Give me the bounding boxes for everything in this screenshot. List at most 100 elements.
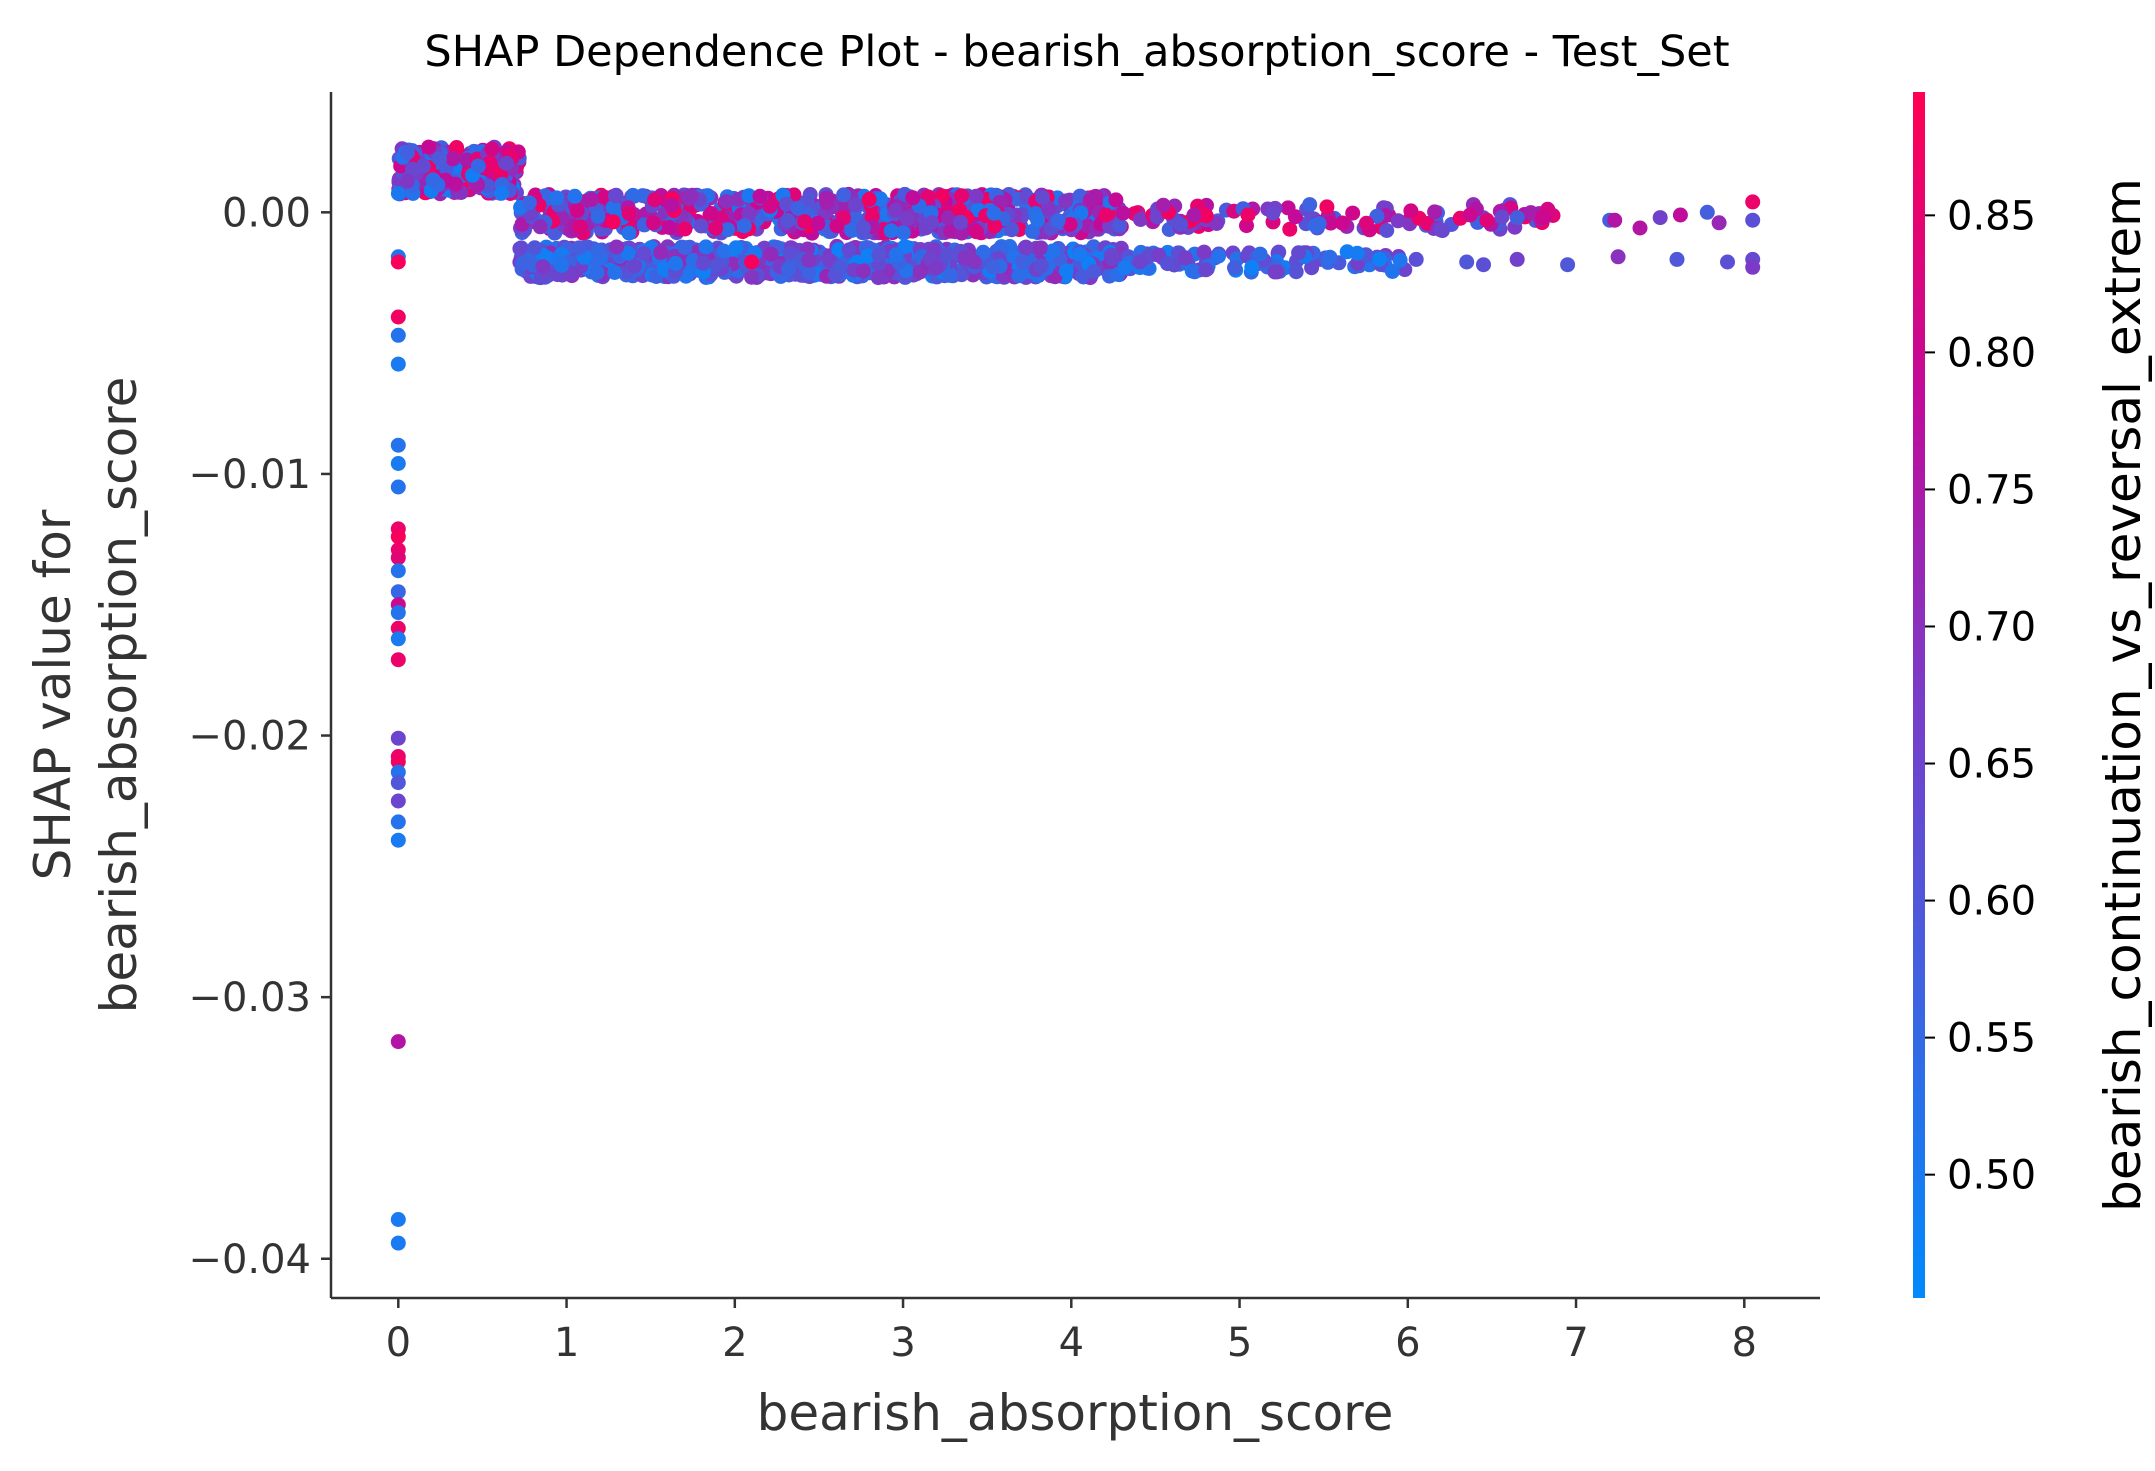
data-point: [590, 208, 606, 224]
data-point: [390, 327, 406, 343]
x-tick-label: 3: [890, 1320, 915, 1366]
data-point: [1307, 217, 1323, 233]
data-point: [512, 241, 528, 257]
data-point: [1720, 254, 1735, 270]
data-point: [831, 242, 847, 258]
data-point: [780, 213, 796, 228]
data-point: [390, 584, 406, 600]
data-point: [390, 437, 406, 453]
data-point: [1132, 254, 1148, 270]
data-point: [482, 155, 498, 171]
data-point: [1509, 251, 1525, 267]
data-point: [390, 730, 406, 746]
data-point: [1186, 207, 1202, 223]
colorbar-ticks: 0.50 0.55 0.60 0.65 0.70 0.75 0.80 0.85: [1925, 193, 2036, 1199]
data-point: [621, 205, 637, 221]
data-point: [636, 245, 652, 261]
colorbar-tick-label: 0.60: [1947, 879, 2036, 925]
data-point: [1062, 217, 1078, 232]
data-point: [390, 793, 406, 809]
data-point: [390, 1235, 406, 1251]
data-point: [645, 215, 661, 231]
data-point: [609, 239, 624, 255]
data-point: [1349, 245, 1365, 261]
data-point: [939, 247, 955, 262]
colorbar-tick-label: 0.85: [1947, 193, 2036, 239]
data-point: [400, 145, 415, 160]
data-point: [844, 222, 860, 238]
data-point: [1427, 204, 1443, 220]
colorbar-tick-label: 0.55: [1947, 1016, 2036, 1062]
data-point: [975, 244, 991, 260]
data-point: [390, 254, 406, 270]
data-point: [1098, 207, 1114, 223]
data-point: [571, 240, 587, 256]
data-point: [1045, 243, 1061, 259]
y-tick-label: −0.03: [188, 975, 311, 1021]
data-point: [1075, 268, 1091, 284]
data-point: [752, 188, 768, 204]
data-point: [716, 243, 732, 259]
data-point: [647, 192, 663, 208]
data-point: [801, 265, 817, 280]
data-point: [781, 261, 797, 277]
x-tick-label: 1: [554, 1320, 579, 1366]
data-point: [521, 195, 537, 211]
data-point: [819, 190, 834, 206]
data-point: [390, 814, 406, 830]
data-point: [1459, 254, 1475, 270]
data-point: [549, 190, 565, 206]
data-point: [1133, 212, 1148, 227]
data-point: [1035, 190, 1051, 205]
data-point: [445, 151, 461, 167]
x-tick-label: 8: [1732, 1320, 1757, 1366]
y-tick-label: 0.00: [222, 190, 311, 236]
data-point: [1288, 264, 1304, 280]
data-point: [390, 563, 406, 579]
data-point: [883, 223, 899, 239]
data-point: [1104, 251, 1120, 267]
data-point: [703, 206, 719, 221]
scatter-points: [390, 139, 1761, 1251]
data-point: [797, 214, 813, 230]
data-point: [1462, 207, 1478, 223]
data-point: [1282, 221, 1298, 237]
data-point: [1345, 205, 1361, 221]
data-point: [1108, 192, 1124, 208]
data-point: [855, 220, 871, 236]
data-point: [572, 219, 588, 235]
data-point: [499, 155, 515, 171]
data-point: [762, 198, 778, 214]
data-point: [608, 188, 623, 204]
data-point: [390, 479, 406, 495]
data-point: [607, 265, 623, 280]
x-tick-label: 5: [1227, 1320, 1252, 1366]
data-point: [677, 240, 693, 256]
data-point: [986, 205, 1002, 221]
data-point: [390, 605, 406, 621]
data-point: [744, 254, 760, 270]
data-point: [390, 832, 406, 848]
data-point: [861, 191, 877, 207]
data-point: [741, 206, 757, 222]
data-point: [527, 240, 543, 256]
data-point: [1244, 259, 1260, 275]
data-point: [390, 764, 406, 780]
data-point: [390, 356, 406, 372]
y-tick-label: −0.04: [188, 1237, 311, 1283]
x-tick-label: 6: [1395, 1320, 1420, 1366]
data-point: [1073, 205, 1089, 221]
data-point: [987, 218, 1002, 234]
data-point: [1082, 192, 1098, 208]
data-point: [589, 264, 605, 280]
data-point: [1672, 207, 1688, 223]
data-point: [1011, 268, 1027, 284]
data-point: [1699, 204, 1715, 220]
colorbar: [1913, 92, 1925, 1298]
data-point: [449, 140, 465, 155]
data-point: [832, 259, 848, 275]
data-point: [1392, 252, 1408, 268]
data-point: [968, 188, 984, 204]
data-point: [1112, 217, 1128, 233]
